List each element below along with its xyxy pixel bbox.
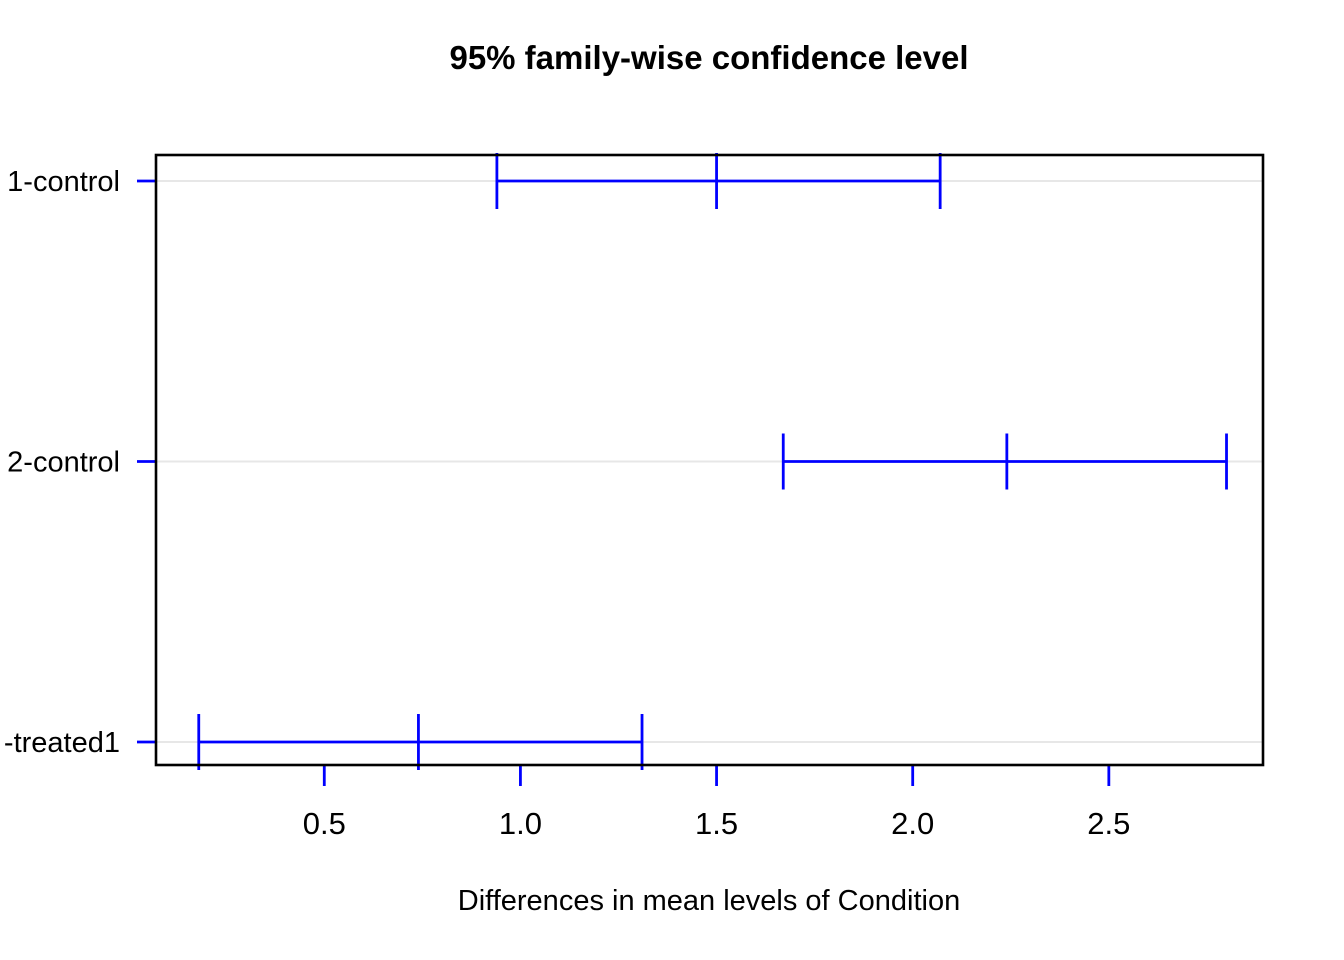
axis-layer: 1-control 2-control -treated1 0.5 1.0 1.5 2.0 2…	[4, 166, 1130, 841]
y-category-label: 1-control	[7, 166, 120, 198]
x-tick-label: 2.5	[1087, 806, 1130, 841]
y-category-label: 2-control	[7, 447, 120, 479]
y-category-label: -treated1	[4, 727, 120, 759]
x-tick-label: 2.0	[891, 806, 934, 841]
x-tick-label: 1.5	[695, 806, 738, 841]
x-tick-label: 0.5	[303, 806, 346, 841]
x-axis-label: Differences in mean levels of Condition	[458, 885, 960, 917]
x-tick-label: 1.0	[499, 806, 542, 841]
interval-layer	[197, 153, 1228, 770]
plot-border-box	[154, 153, 1265, 767]
chart-title: 95% family-wise confidence level	[449, 39, 968, 76]
